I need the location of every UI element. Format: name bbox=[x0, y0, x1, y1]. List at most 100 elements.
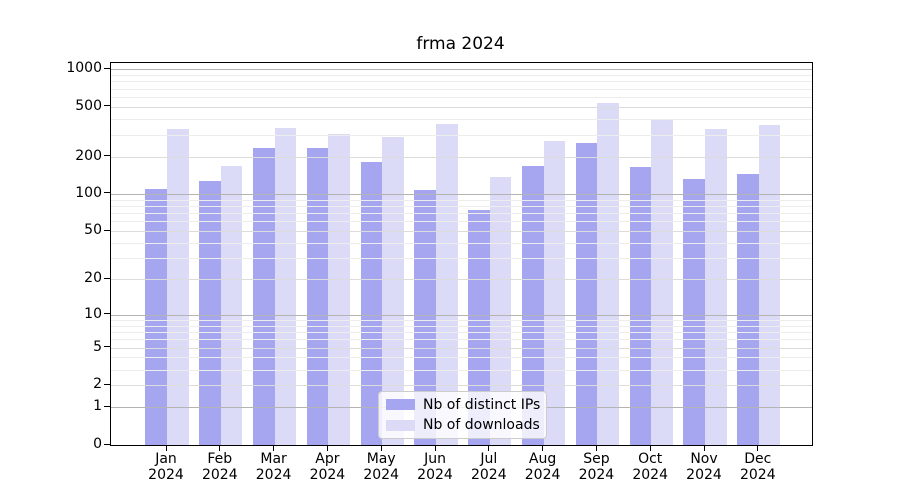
y-axis-tick-label: 5 bbox=[93, 338, 102, 355]
x-axis-tick bbox=[434, 446, 436, 451]
y-axis-tick bbox=[104, 443, 110, 445]
minor-gridline bbox=[111, 205, 812, 207]
x-axis-tick bbox=[595, 446, 597, 451]
bar-downloads-jan bbox=[167, 128, 189, 445]
x-axis-tick-label: Sep 2024 bbox=[578, 451, 615, 483]
bar-downloads-dec bbox=[758, 125, 781, 445]
bar-downloads-oct bbox=[651, 119, 673, 445]
minor-gridline bbox=[111, 369, 812, 371]
x-axis-tick bbox=[757, 446, 759, 451]
x-axis-tick bbox=[165, 446, 167, 451]
bar-downloads-apr bbox=[328, 133, 350, 445]
bar-downloads-feb bbox=[220, 165, 243, 445]
y-axis-tick-label: 10 bbox=[84, 305, 102, 322]
y-axis-tick bbox=[104, 313, 110, 314]
bar-downloads-jun bbox=[436, 124, 458, 445]
minor-gridline bbox=[111, 81, 812, 83]
y-axis-tick bbox=[104, 105, 110, 107]
y-axis-tick bbox=[104, 405, 110, 407]
bar-distinct-ips-jan bbox=[145, 188, 167, 445]
minor-gridline bbox=[111, 325, 812, 327]
x-axis-tick bbox=[326, 446, 328, 451]
minor-gridline bbox=[111, 213, 812, 215]
plot-area bbox=[110, 62, 813, 446]
bar-downloads-nov bbox=[705, 128, 727, 445]
minor-gridline bbox=[111, 242, 812, 244]
major-gridline bbox=[111, 193, 812, 195]
y-axis-tick bbox=[104, 229, 110, 231]
bar-distinct-ips-oct bbox=[629, 166, 652, 445]
x-axis-tick-label: Mar 2024 bbox=[255, 451, 292, 483]
bar-distinct-ips-may bbox=[360, 161, 383, 445]
minor-gridline bbox=[111, 357, 812, 359]
y-axis-tick-label: 1000 bbox=[66, 60, 102, 77]
x-axis-tick bbox=[219, 446, 221, 451]
minor-gridline bbox=[111, 118, 812, 120]
bar-distinct-ips-sep bbox=[575, 142, 598, 445]
legend-item: Nb of distinct IPs bbox=[379, 397, 546, 413]
x-axis-tick bbox=[703, 446, 705, 451]
bar-distinct-ips-jul bbox=[468, 210, 490, 445]
major-gridline bbox=[111, 385, 812, 387]
bar-downloads-sep bbox=[597, 102, 619, 445]
y-axis-tick bbox=[104, 155, 110, 156]
major-gridline bbox=[111, 106, 812, 108]
bar-downloads-may bbox=[382, 137, 404, 445]
x-axis-tick-label: Feb 2024 bbox=[201, 451, 238, 483]
bar-downloads-aug bbox=[543, 141, 566, 445]
y-axis-tick-label: 500 bbox=[75, 97, 102, 114]
y-axis-tick bbox=[104, 383, 110, 385]
minor-gridline bbox=[111, 258, 812, 260]
y-axis-tick bbox=[104, 192, 110, 194]
chart-title: frma 2024 bbox=[416, 34, 505, 54]
minor-gridline bbox=[111, 96, 812, 98]
legend-item: Nb of downloads bbox=[379, 417, 546, 433]
bar-distinct-ips-nov bbox=[683, 178, 705, 445]
x-axis-tick bbox=[542, 446, 544, 451]
legend-item-label: Nb of distinct IPs bbox=[423, 396, 541, 413]
minor-gridline bbox=[111, 74, 812, 76]
y-axis-tick-label: 1 bbox=[93, 398, 102, 415]
bar-distinct-ips-aug bbox=[522, 165, 544, 445]
minor-gridline bbox=[111, 319, 812, 321]
x-axis-tick-label: Jul 2024 bbox=[470, 451, 507, 483]
legend-item-label: Nb of downloads bbox=[423, 417, 540, 434]
legend-swatch bbox=[386, 419, 415, 431]
x-axis-tick-label: Dec 2024 bbox=[739, 451, 776, 483]
minor-gridline bbox=[111, 221, 812, 223]
minor-gridline bbox=[111, 339, 812, 341]
y-axis-tick bbox=[104, 277, 110, 279]
x-axis-tick-label: Apr 2024 bbox=[309, 451, 346, 483]
legend: Nb of distinct IPs Nb of downloads bbox=[378, 391, 547, 439]
x-axis-tick-label: Nov 2024 bbox=[686, 451, 722, 483]
minor-gridline bbox=[111, 88, 812, 90]
x-axis-tick bbox=[273, 446, 275, 451]
major-gridline bbox=[111, 314, 812, 316]
major-gridline bbox=[111, 347, 812, 349]
y-axis-tick-label: 20 bbox=[84, 270, 102, 287]
bar-distinct-ips-apr bbox=[306, 147, 329, 445]
legend-swatch bbox=[386, 399, 415, 411]
bar-downloads-mar bbox=[274, 127, 297, 445]
x-axis-tick bbox=[649, 446, 651, 451]
x-axis-tick bbox=[380, 446, 382, 451]
y-axis-tick-label: 50 bbox=[84, 222, 102, 239]
y-axis-tick-label: 2 bbox=[93, 376, 102, 393]
y-axis-tick-label: 0 bbox=[93, 436, 102, 452]
bar-distinct-ips-feb bbox=[199, 180, 221, 445]
x-axis-tick bbox=[488, 446, 490, 451]
minor-gridline bbox=[111, 331, 812, 333]
x-axis-tick-label: Jun 2024 bbox=[417, 451, 453, 483]
minor-gridline bbox=[111, 199, 812, 201]
x-axis-tick-label: Aug 2024 bbox=[524, 451, 561, 483]
minor-gridline bbox=[111, 134, 812, 136]
major-gridline bbox=[111, 156, 812, 158]
x-axis-tick-label: Oct 2024 bbox=[632, 451, 668, 483]
x-axis-tick-label: Jan 2024 bbox=[148, 451, 184, 483]
major-gridline bbox=[111, 69, 812, 71]
y-axis-tick-label: 200 bbox=[75, 147, 102, 164]
major-gridline bbox=[111, 279, 812, 281]
y-axis-tick-label: 100 bbox=[75, 184, 102, 201]
x-axis-tick-label: May 2024 bbox=[363, 451, 399, 483]
